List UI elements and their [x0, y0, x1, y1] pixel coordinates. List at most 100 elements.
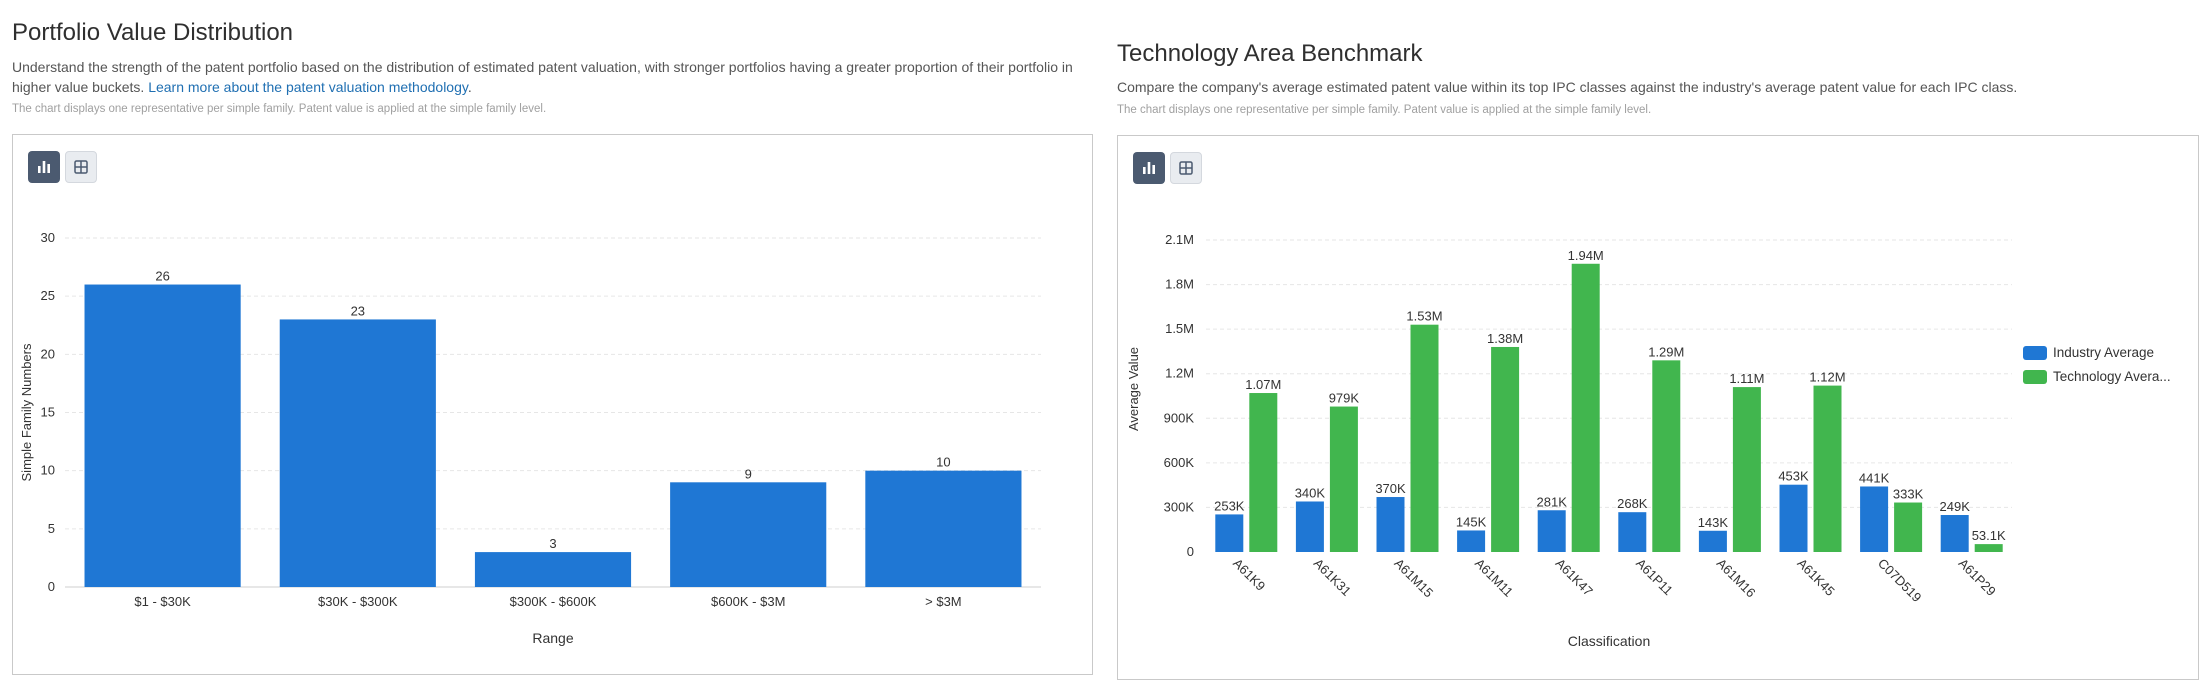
x-tick-label: > $3M [925, 594, 962, 609]
x-tick-label: A61K47 [1553, 556, 1596, 599]
industry-bar [1538, 510, 1566, 552]
technology-bar [1411, 325, 1439, 552]
data-label: 333K [1893, 487, 1924, 502]
y-tick-label: 15 [41, 405, 55, 420]
panel-title: Portfolio Value Distribution [12, 19, 293, 47]
technology-bar [1491, 347, 1519, 552]
legend-swatch [2023, 370, 2047, 384]
data-label: 145K [1456, 514, 1487, 529]
technology-bar [1894, 503, 1922, 552]
chart-card: 0 5 10 15 20 25 30 26 $1 - $30K 23 $30K - $300K 3 $3… [12, 134, 1093, 675]
x-tick-label: A61P11 [1633, 556, 1676, 599]
data-label: 268K [1617, 496, 1648, 511]
technology-bar [1733, 387, 1761, 552]
valuation-methodology-link[interactable]: Learn more about the patent valuation me… [148, 79, 468, 95]
bar [670, 482, 826, 587]
industry-bar [1941, 515, 1969, 552]
y-tick-label: 2.1M [1165, 232, 1194, 247]
x-tick-label: A61M11 [1472, 556, 1516, 600]
x-axis-title: Range [532, 630, 573, 646]
industry-bar [1377, 497, 1405, 552]
data-label: 1.53M [1406, 309, 1442, 324]
data-label: 9 [745, 466, 752, 481]
data-label: 53.1K [1972, 528, 2006, 543]
chart-card: 0 300K 600K 900K 1.2M 1.5M 1.8M 2.1M 253K 340K 370… [1117, 135, 2199, 680]
y-tick-label: 1.5M [1165, 321, 1194, 336]
industry-bar [1699, 531, 1727, 552]
x-tick-label: A61K31 [1311, 556, 1354, 599]
data-label: 253K [1214, 498, 1245, 513]
bar [280, 319, 436, 587]
y-tick-label: 1.2M [1165, 366, 1194, 381]
x-tick-label: A61K45 [1794, 556, 1837, 599]
industry-bar [1215, 514, 1243, 552]
data-label: 3 [549, 536, 556, 551]
technology-bar [1572, 264, 1600, 552]
data-label: 10 [936, 455, 950, 470]
y-tick-label: 0 [48, 579, 55, 594]
panel-note: The chart displays one representative pe… [12, 103, 546, 115]
legend-label: Industry Average [2053, 345, 2154, 360]
technology-bar [1652, 360, 1680, 552]
x-tick-label: $600K - $3M [711, 594, 785, 609]
y-tick-label: 1.8M [1165, 277, 1194, 292]
data-label: 370K [1375, 481, 1406, 496]
data-label: 249K [1940, 499, 1971, 514]
bar [85, 285, 241, 587]
x-tick-label: $30K - $300K [318, 594, 398, 609]
y-tick-label: 5 [48, 521, 55, 536]
data-label: 1.29M [1648, 344, 1684, 359]
data-label: 281K [1537, 494, 1568, 509]
data-label: 26 [155, 269, 169, 284]
y-tick-label: 20 [41, 346, 55, 361]
legend-swatch [2023, 346, 2047, 360]
y-tick-label: 25 [41, 288, 55, 303]
data-label: 1.11M [1729, 371, 1764, 386]
data-label: 1.94M [1568, 248, 1604, 263]
y-axis-title: Average Value [1126, 347, 1141, 431]
industry-bar [1457, 530, 1485, 552]
panel-title: Technology Area Benchmark [1117, 40, 1423, 68]
bar [865, 471, 1021, 587]
x-tick-label: $1 - $30K [134, 594, 191, 609]
link-suffix: . [468, 79, 472, 95]
industry-bar [1780, 485, 1808, 552]
y-tick-label: 900K [1164, 410, 1195, 425]
panel-description: Compare the company's average estimated … [1117, 77, 2207, 97]
x-axis-title: Classification [1568, 633, 1650, 649]
data-label: 23 [351, 303, 365, 318]
technology-benchmark-chart: 0 300K 600K 900K 1.2M 1.5M 1.8M 2.1M 253K 340K 370… [1118, 136, 2200, 681]
legend-label: Technology Avera... [2053, 369, 2171, 384]
y-axis-title: Simple Family Numbers [19, 343, 34, 481]
data-label: 1.38M [1487, 331, 1523, 346]
y-tick-label: 30 [41, 230, 55, 245]
panel-description: Understand the strength of the patent po… [12, 57, 1087, 97]
y-tick-label: 0 [1187, 544, 1194, 559]
technology-bar [1330, 407, 1358, 552]
x-tick-label: A61P29 [1956, 556, 1999, 599]
x-tick-label: A61K9 [1230, 556, 1268, 594]
data-label: 1.07M [1245, 377, 1281, 392]
x-tick-label: C07D519 [1875, 556, 1924, 605]
y-tick-label: 600K [1164, 455, 1195, 470]
portfolio-value-chart: 0 5 10 15 20 25 30 26 $1 - $30K 23 $30K - $300K 3 $3… [13, 135, 1094, 676]
data-label: 453K [1778, 469, 1809, 484]
industry-bar [1296, 501, 1324, 552]
technology-bar [1249, 393, 1277, 552]
data-label: 143K [1698, 515, 1729, 530]
data-label: 441K [1859, 470, 1890, 485]
technology-bar [1814, 386, 1842, 552]
x-tick-label: $300K - $600K [510, 594, 597, 609]
x-tick-label: A61M16 [1714, 556, 1759, 601]
panel-note: The chart displays one representative pe… [1117, 104, 1651, 116]
x-tick-label: A61M15 [1391, 556, 1436, 601]
data-label: 979K [1329, 391, 1360, 406]
data-label: 340K [1295, 485, 1326, 500]
technology-bar [1975, 544, 2003, 552]
y-tick-label: 300K [1164, 499, 1195, 514]
industry-bar [1860, 486, 1888, 552]
data-label: 1.12M [1809, 370, 1845, 385]
industry-bar [1618, 512, 1646, 552]
y-tick-label: 10 [41, 463, 55, 478]
bar [475, 552, 631, 587]
